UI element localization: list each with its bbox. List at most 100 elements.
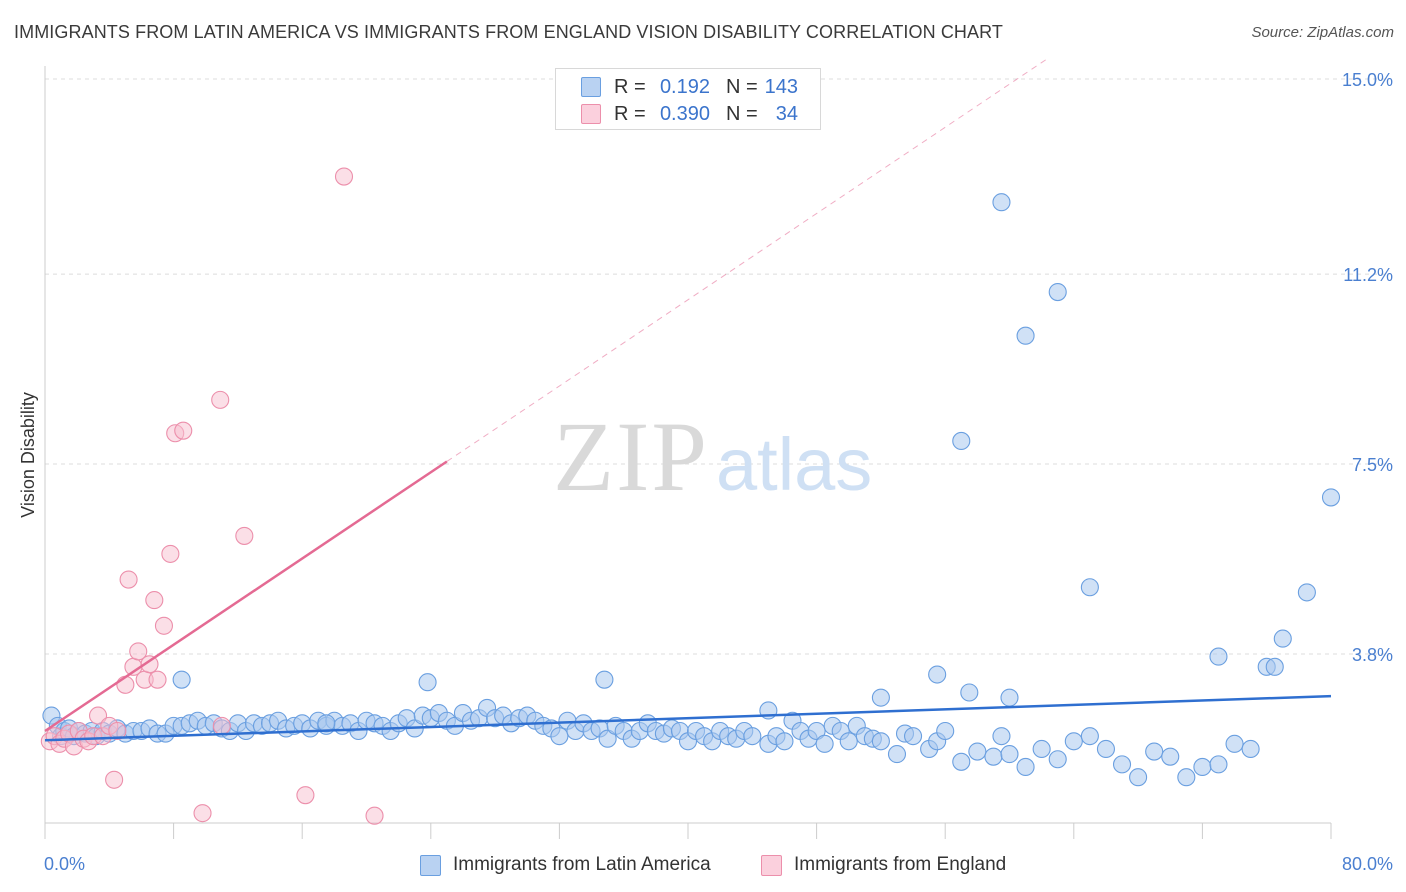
data-point-latin (1000, 745, 1019, 764)
legend-swatch-latin (581, 77, 601, 97)
legend-swatch-latin (420, 855, 441, 876)
data-point-england (108, 721, 127, 741)
data-point-latin (984, 747, 1003, 766)
data-point-latin (1321, 488, 1341, 507)
legend-row-latin: R = 0.192 N = 143 (556, 74, 820, 101)
gridlines (45, 78, 1390, 655)
legend-label-latin: Immigrants from Latin America (453, 854, 711, 875)
watermark-zip: ZIP (553, 401, 709, 512)
trend-line-england (44, 460, 448, 733)
data-point-latin (172, 670, 191, 689)
data-point-latin (1112, 755, 1132, 774)
correlation-legend: R = 0.192 N = 143 R = 0.390 N = 34 (555, 68, 821, 130)
data-point-latin (1273, 629, 1292, 648)
data-point-england (212, 716, 231, 735)
legend-label-england: Immigrants from England (794, 854, 1007, 875)
data-point-england (174, 421, 193, 440)
series-legend: Immigrants from Latin America Immigrants… (0, 850, 1406, 880)
data-point-latin (1016, 757, 1035, 776)
series-latin-america (42, 193, 1341, 787)
data-point-england (296, 786, 315, 805)
data-point-latin (871, 732, 890, 751)
axes (44, 66, 1332, 839)
data-point-england (235, 526, 254, 545)
data-point-england (129, 642, 148, 661)
data-point-england (154, 616, 174, 635)
data-point-latin (871, 688, 890, 707)
data-point-latin (418, 673, 437, 692)
legend-swatch-england (581, 104, 601, 124)
chart-source: Source: ZipAtlas.com (1251, 24, 1394, 41)
data-point-latin (1209, 755, 1228, 774)
tick-labels: 3.8% 7.5% 11.2% 15.0% 0.0% 80.0% (44, 70, 1393, 874)
data-point-latin (1265, 657, 1284, 676)
data-point-latin (1129, 768, 1148, 787)
legend-r-label: R = (614, 103, 646, 125)
data-point-latin (1048, 750, 1067, 769)
data-point-latin (1096, 739, 1115, 759)
data-point-latin (598, 729, 617, 748)
trend-line-latin (44, 694, 1332, 742)
data-point-england (145, 591, 164, 610)
trend-lines (44, 58, 1332, 742)
y-tick-label: 3.8% (1352, 645, 1393, 665)
data-point-latin (550, 727, 569, 746)
data-point-latin (1032, 739, 1051, 759)
data-point-latin (968, 742, 987, 761)
data-point-england (334, 167, 354, 186)
y-tick-label: 15.0% (1342, 70, 1393, 90)
data-point-england (193, 804, 212, 823)
data-point-england (148, 670, 167, 689)
legend-r-value: 0.192 (659, 76, 710, 98)
legend-n-value: 143 (764, 76, 798, 98)
data-point-latin (1241, 739, 1260, 759)
data-point-latin (928, 665, 947, 684)
chart-title: IMMIGRANTS FROM LATIN AMERICA VS IMMIGRA… (14, 22, 1003, 42)
data-point-latin (1161, 747, 1180, 766)
data-point-latin (952, 431, 971, 450)
data-point-latin (1064, 732, 1083, 751)
x-tick-label: 0.0% (44, 854, 85, 874)
watermark: ZIP atlas (553, 401, 872, 512)
x-tick-label: 80.0% (1342, 854, 1393, 874)
y-tick-label: 7.5% (1352, 455, 1393, 475)
data-point-latin (1080, 727, 1099, 746)
data-point-latin (1193, 757, 1212, 776)
legend-n-label: N = (726, 103, 758, 125)
data-point-england (365, 806, 384, 825)
legend-n-label: N = (726, 76, 758, 98)
data-point-latin (1209, 647, 1228, 666)
legend-row-england: R = 0.390 N = 34 (556, 101, 820, 128)
data-point-latin (1000, 688, 1019, 707)
data-point-latin (1297, 583, 1316, 602)
data-point-latin (1080, 578, 1099, 597)
data-point-latin (992, 727, 1011, 746)
data-point-latin (1016, 326, 1035, 345)
data-point-england (211, 390, 230, 409)
legend-r-label: R = (614, 76, 646, 98)
legend-n-value: 34 (775, 103, 798, 125)
data-point-latin (595, 670, 614, 689)
data-point-england (119, 570, 138, 589)
data-point-latin (1048, 283, 1067, 302)
y-tick-label: 11.2% (1343, 265, 1393, 285)
data-point-england (161, 544, 180, 563)
data-point-latin (992, 193, 1011, 212)
data-point-latin (815, 734, 834, 753)
data-point-latin (1177, 768, 1196, 787)
data-point-england (105, 770, 124, 789)
data-point-latin (1225, 734, 1244, 753)
data-point-latin (936, 721, 955, 741)
y-axis-label: Vision Disability (18, 392, 38, 518)
legend-r-value: 0.390 (659, 103, 710, 125)
data-point-latin (1145, 742, 1164, 761)
data-point-england (140, 655, 159, 674)
legend-swatch-england (761, 855, 782, 876)
data-point-england (88, 706, 108, 725)
watermark-atlas: atlas (716, 423, 872, 506)
data-point-latin (743, 727, 762, 746)
data-point-england (116, 675, 135, 694)
data-point-latin (807, 721, 826, 741)
data-point-latin (960, 683, 979, 702)
